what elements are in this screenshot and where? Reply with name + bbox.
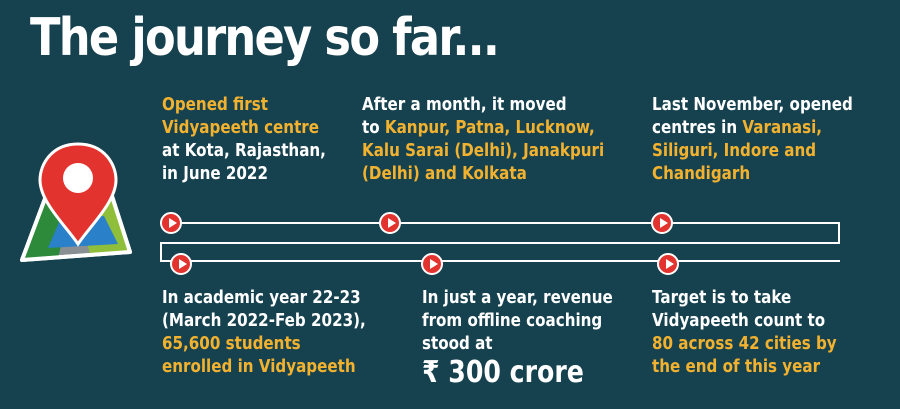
milestone-text: Target is to take <box>652 287 792 308</box>
milestone-line: Siliguri, Indore and <box>652 139 853 162</box>
milestone-top-1: Opened first Vidyapeeth centre at Kota, Ra… <box>162 93 326 185</box>
milestone-text: from offline coaching <box>422 310 603 331</box>
play-marker-icon <box>421 253 443 275</box>
milestone-line: After a month, it moved <box>362 93 604 116</box>
milestone-text: In academic year 22-23 <box>162 287 361 308</box>
play-marker-icon <box>651 212 673 234</box>
milestone-text: in June 2022 <box>162 163 268 184</box>
milestone-line: In just a year, revenue <box>422 286 613 309</box>
milestone-line: from offline coaching <box>422 309 613 332</box>
timeline-track-upper <box>160 222 840 242</box>
milestone-line: centres in Varanasi, <box>652 116 853 139</box>
milestone-text: Siliguri, Indore and <box>652 140 817 161</box>
milestone-text: 80 across 42 cities by <box>652 333 837 354</box>
milestone-text: In just a year, revenue <box>422 287 613 308</box>
milestone-text: Vidyapeeth centre <box>162 117 320 138</box>
milestone-text: Vidyapeeth count to <box>652 310 826 331</box>
play-marker-icon <box>657 253 679 275</box>
milestone-line: in June 2022 <box>162 162 326 185</box>
milestone-line: Chandigarh <box>652 162 853 185</box>
timeline-track-right-bend <box>820 222 840 244</box>
milestone-text: enrolled in Vidyapeeth <box>162 356 356 377</box>
milestone-text: Chandigarh <box>652 163 751 184</box>
play-marker-icon <box>160 212 182 234</box>
milestone-text: Kalu Sarai (Delhi), Janakpuri <box>362 140 605 161</box>
milestone-line: Vidyapeeth count to <box>652 309 837 332</box>
milestone-line: Kalu Sarai (Delhi), Janakpuri <box>362 139 604 162</box>
milestone-bottom-3: Target is to take Vidyapeeth count to 80 a… <box>652 286 837 378</box>
milestone-text: Opened first <box>162 94 268 115</box>
milestone-line: to Kanpur, Patna, Lucknow, <box>362 116 604 139</box>
milestone-text: Last November, opened <box>652 94 853 115</box>
milestone-line: Opened first <box>162 93 326 116</box>
milestone-bottom-2: In just a year, revenue from offline coac… <box>422 286 613 391</box>
milestone-top-2: After a month, it moved to Kanpur, Patna,… <box>362 93 604 185</box>
revenue-figure: ₹ 300 crore <box>422 355 584 390</box>
milestone-line: stood at <box>422 332 613 355</box>
milestone-line: (Delhi) and Kolkata <box>362 162 604 185</box>
timeline-track-lower <box>160 242 840 262</box>
milestone-bottom-1: In academic year 22-23 (March 2022-Feb 20… <box>162 286 366 378</box>
milestone-text: (Delhi) and Kolkata <box>362 163 527 184</box>
milestone-line: Vidyapeeth centre <box>162 116 326 139</box>
milestone-text: to <box>362 117 385 138</box>
milestone-line: In academic year 22-23 <box>162 286 366 309</box>
milestone-text: 65,600 students <box>162 333 301 354</box>
milestone-line: Last November, opened <box>652 93 853 116</box>
milestone-line: enrolled in Vidyapeeth <box>162 355 366 378</box>
milestone-text: (March 2022-Feb 2023), <box>162 310 366 331</box>
milestone-text: After a month, it moved <box>362 94 567 115</box>
milestone-text: centres in <box>652 117 743 138</box>
play-marker-icon <box>170 253 192 275</box>
milestone-text: at Kota, Rajasthan, <box>162 140 326 161</box>
milestone-text: Kanpur, Patna, Lucknow, <box>384 117 595 138</box>
milestone-line: at Kota, Rajasthan, <box>162 139 326 162</box>
page-title: The journey so far... <box>30 8 500 68</box>
milestone-line: (March 2022-Feb 2023), <box>162 309 366 332</box>
milestone-top-3: Last November, opened centres in Varanasi… <box>652 93 853 185</box>
milestone-line: 80 across 42 cities by <box>652 332 837 355</box>
milestone-text: stood at <box>422 333 493 354</box>
milestone-line: 65,600 students <box>162 332 366 355</box>
milestone-text: the end of this year <box>652 356 821 377</box>
milestone-line: the end of this year <box>652 355 837 378</box>
milestone-text: Varanasi, <box>742 117 823 138</box>
map-pin-icon <box>20 142 132 262</box>
play-marker-icon <box>379 212 401 234</box>
milestone-line: Target is to take <box>652 286 837 309</box>
